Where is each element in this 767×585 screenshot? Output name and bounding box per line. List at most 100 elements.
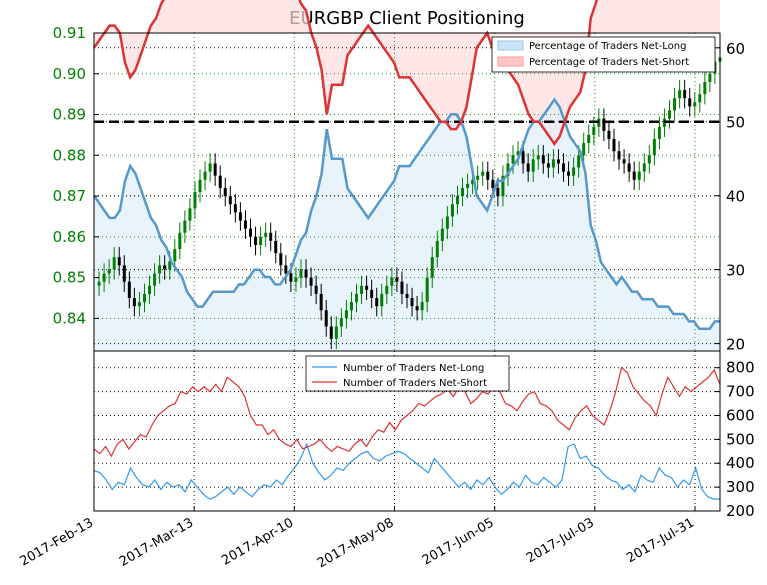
candle-body (102, 273, 106, 282)
candle-body (319, 293, 323, 311)
top-panel: 0.91 0.90 0.89 0.88 0.87 0.86 0.85 0.84 60 50 40 3… (53, 0, 745, 354)
candle-body (163, 265, 167, 270)
candle-body (122, 265, 126, 282)
bottom-panel: 800 700 600 500 400 300 200 Number of Traders … (93, 350, 755, 520)
candle-body (577, 155, 581, 168)
candle-body (375, 298, 379, 307)
candle-body (536, 155, 540, 160)
candle-body (97, 281, 101, 286)
candle-body (193, 192, 197, 209)
candle-body (445, 216, 449, 229)
candle-body (567, 171, 571, 176)
candle-body (279, 253, 283, 266)
candle-body (284, 265, 288, 274)
candle-body (632, 171, 636, 180)
candle-body (617, 151, 621, 160)
candle-body (254, 236, 258, 245)
count-tick-label: 600 (726, 406, 755, 424)
candle-body (249, 228, 252, 237)
candle-body (294, 277, 298, 282)
candle-body (592, 126, 596, 135)
candle-body (607, 130, 611, 139)
candle-body (218, 175, 222, 188)
candle-body (324, 310, 328, 327)
candle-body (400, 281, 404, 294)
price-tick-label: 0.85 (53, 269, 86, 287)
date-tick-label: 2017-Feb-13 (17, 515, 96, 569)
candle-body (481, 171, 485, 176)
candle-body (501, 175, 505, 197)
candle-body (370, 289, 374, 298)
candle-body (461, 187, 465, 197)
legend-net-long-swatch (497, 40, 524, 51)
candle-body (506, 163, 510, 176)
candle-body (587, 134, 591, 144)
candle-body (349, 302, 353, 311)
candle-body (188, 208, 192, 221)
date-tick-label: 2017-Jun-05 (420, 515, 497, 568)
candle-body (344, 310, 348, 319)
candle-body (698, 94, 702, 103)
candle-body (198, 179, 202, 192)
candle-body (602, 118, 606, 131)
candle-body (491, 179, 495, 188)
legend-count-long-label: Number of Traders Net-Long (343, 363, 484, 374)
candle-body (299, 269, 303, 278)
candle-body (703, 81, 707, 95)
net-long-pct-line (92, 97, 720, 331)
candle-body (309, 277, 313, 286)
candle-body (132, 298, 136, 307)
candle-body (238, 212, 242, 221)
candle-body (158, 265, 162, 274)
candle-body (264, 232, 268, 237)
candle-body (410, 298, 414, 307)
candle-body (178, 232, 182, 250)
count-axis: 800 700 600 500 400 300 200 (715, 359, 755, 520)
candle-body (546, 163, 550, 168)
candle-body (455, 196, 459, 205)
candle-body (168, 261, 172, 270)
candle-body (183, 220, 187, 233)
net-short-fill (94, 0, 720, 144)
price-tick-label: 0.88 (53, 146, 86, 164)
candle-body (511, 155, 515, 164)
date-tick-label: 2017-Mar-13 (117, 515, 196, 569)
candle-body (612, 139, 616, 152)
candle-body (627, 163, 631, 172)
date-tick-label: 2017-May-08 (315, 515, 397, 571)
candle-body (173, 249, 177, 262)
candle-body (420, 302, 424, 311)
price-tick-label: 0.89 (53, 106, 86, 124)
candle-body (476, 175, 480, 180)
candle-body (693, 102, 697, 107)
candle-body (259, 236, 263, 245)
count-tick-label: 300 (726, 478, 755, 496)
candle-body (203, 171, 207, 180)
candle-body (142, 293, 146, 303)
candle-body (274, 240, 278, 254)
price-tick-label: 0.87 (53, 187, 86, 205)
candle-body (355, 293, 359, 303)
candle-body (486, 171, 490, 180)
count-tick-label: 700 (726, 383, 755, 401)
count-tick-label: 500 (726, 430, 755, 448)
candle-body (435, 240, 439, 258)
bottom-panel-frame (93, 350, 721, 512)
date-tick-label: 2017-Jul-03 (524, 515, 597, 566)
percent-tick-label: 40 (726, 188, 745, 206)
candle-body (339, 318, 343, 327)
candle-body (148, 285, 152, 294)
top-legend: Percentage of Traders Net-Long Percentag… (491, 36, 716, 73)
candle-body (304, 269, 308, 278)
candle-body (360, 285, 364, 294)
price-tick-label: 0.91 (53, 24, 86, 42)
candle-body (385, 285, 389, 294)
candle-body (314, 285, 318, 294)
net-short-count-line (93, 366, 721, 458)
candle-body (127, 281, 131, 298)
percent-tick-label: 30 (726, 262, 745, 280)
candle-body (329, 326, 333, 339)
bottom-legend: Number of Traders Net-Long Number of Tra… (305, 355, 510, 392)
candle-body (430, 257, 434, 278)
